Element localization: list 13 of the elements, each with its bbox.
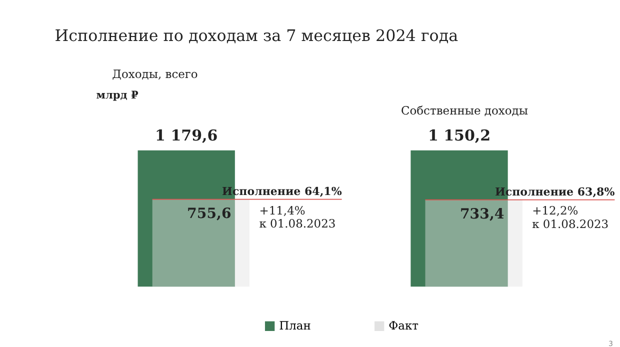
annotation: +12,2% к 01.08.2023 — [532, 204, 609, 231]
chart-title: Исполнение по доходам за 7 месяцев 2024 года — [54, 26, 459, 46]
legend-label: План — [279, 318, 312, 333]
legend-label: Факт — [388, 318, 418, 333]
data-label: 733,4 — [460, 206, 504, 222]
text: 3 — [608, 338, 613, 347]
chart-subtitle: Собственные доходы — [400, 103, 528, 118]
data-label: 755,6 — [187, 206, 232, 222]
chart-subtitle: Доходы, всего — [112, 67, 198, 82]
y-axis-title: млрд ₽ — [96, 90, 140, 102]
annotation: +11,4% к 01.08.2023 — [259, 203, 336, 231]
data-label: 1 179,6 — [155, 126, 218, 145]
data-label: 1 150,2 — [428, 126, 491, 145]
